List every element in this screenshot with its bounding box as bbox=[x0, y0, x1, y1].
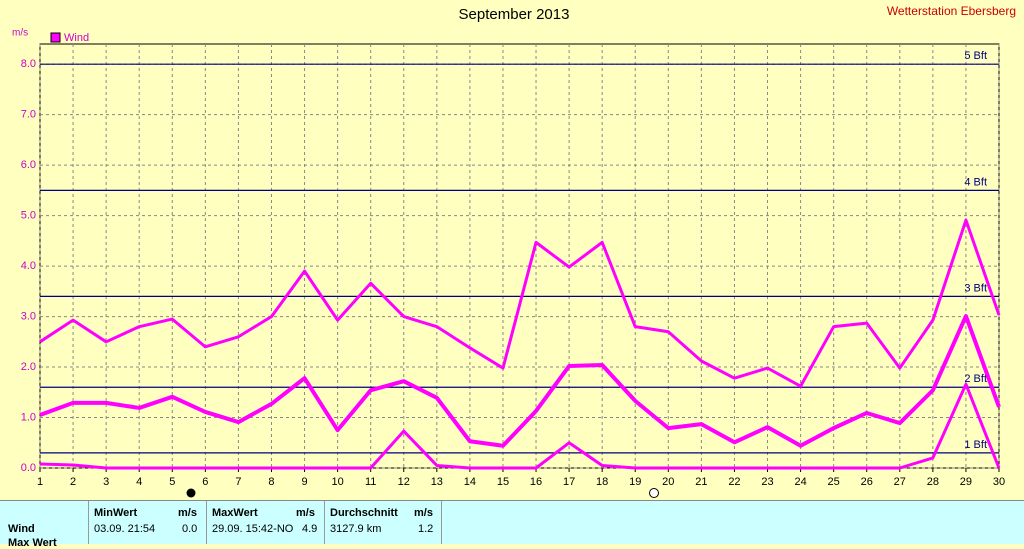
reference-label: 2 Bft bbox=[964, 373, 987, 385]
stats-panel: MinWert m/s MaxWert m/s Durchschnitt m/s… bbox=[0, 500, 1024, 549]
moon-full bbox=[649, 488, 659, 498]
x-tick-label: 15 bbox=[497, 476, 509, 488]
cell: 0.0 bbox=[182, 523, 198, 535]
header: MaxWert bbox=[212, 507, 258, 519]
x-tick-label: 16 bbox=[530, 476, 542, 488]
wind-line bbox=[39, 218, 1001, 388]
x-tick-label: 19 bbox=[629, 476, 641, 488]
chart-title: September 2013 bbox=[459, 6, 570, 23]
reference-label: 3 Bft bbox=[964, 282, 987, 294]
separator bbox=[206, 501, 207, 544]
x-tick-label: 1 bbox=[37, 476, 43, 488]
chart: September 2013 Wetterstation Ebersberg m… bbox=[12, 4, 1016, 498]
header: Durchschnitt bbox=[330, 507, 398, 519]
separator bbox=[88, 501, 89, 544]
x-tick-label: 23 bbox=[761, 476, 773, 488]
header: m/s bbox=[178, 507, 197, 519]
header: m/s bbox=[296, 507, 315, 519]
legend-swatch bbox=[50, 32, 61, 43]
header: MinWert bbox=[94, 507, 138, 519]
x-tick-label: 28 bbox=[927, 476, 939, 488]
x-tick-label: 8 bbox=[268, 476, 274, 488]
y-tick-label: 1.0 bbox=[21, 411, 36, 423]
y-tick-label: 7.0 bbox=[21, 109, 36, 121]
x-tick-label: 5 bbox=[169, 476, 175, 488]
plot-frame bbox=[39, 43, 1000, 469]
y-axis-label: m/s bbox=[12, 28, 28, 39]
x-tick-label: 21 bbox=[695, 476, 707, 488]
separator bbox=[324, 501, 325, 544]
reference-label: 1 Bft bbox=[964, 439, 987, 451]
reference-label: 5 Bft bbox=[964, 50, 987, 62]
row-label: Wind bbox=[8, 523, 35, 535]
separator bbox=[441, 501, 442, 544]
x-tick-label: 20 bbox=[662, 476, 674, 488]
y-tick-label: 4.0 bbox=[21, 260, 36, 272]
x-tick-label: 12 bbox=[398, 476, 410, 488]
x-tick-label: 10 bbox=[331, 476, 343, 488]
x-tick-label: 3 bbox=[103, 476, 109, 488]
x-tick-label: 2 bbox=[70, 476, 76, 488]
cell: 1.2 bbox=[418, 523, 434, 535]
y-tick-label: 6.0 bbox=[21, 159, 36, 171]
y-tick-label: 0.0 bbox=[21, 462, 36, 474]
x-tick-label: 14 bbox=[464, 476, 476, 488]
x-tick-label: 6 bbox=[202, 476, 208, 488]
x-tick-label: 26 bbox=[861, 476, 873, 488]
x-tick-label: 30 bbox=[993, 476, 1005, 488]
x-tick-label: 29 bbox=[960, 476, 972, 488]
y-tick-label: 3.0 bbox=[21, 310, 36, 322]
reference-label: 4 Bft bbox=[964, 176, 987, 188]
y-tick-label: 2.0 bbox=[21, 361, 36, 373]
moon-new bbox=[186, 488, 196, 498]
row-label: Max Wert bbox=[8, 537, 57, 549]
y-tick-label: 8.0 bbox=[21, 58, 36, 70]
cell: 3127.9 km bbox=[330, 523, 382, 535]
wind-line bbox=[39, 382, 1001, 470]
x-tick-label: 18 bbox=[596, 476, 608, 488]
x-tick-label: 22 bbox=[728, 476, 740, 488]
station-name: Wetterstation Ebersberg bbox=[887, 4, 1016, 18]
cell: 4.9 bbox=[302, 523, 318, 535]
wind-line bbox=[39, 314, 1001, 448]
x-tick-label: 24 bbox=[794, 476, 806, 488]
y-tick-label: 5.0 bbox=[21, 210, 36, 222]
x-tick-label: 7 bbox=[235, 476, 241, 488]
x-tick-label: 17 bbox=[563, 476, 575, 488]
cell: 03.09. 21:54 bbox=[94, 523, 156, 535]
x-tick-label: 11 bbox=[365, 476, 376, 488]
x-tick-label: 25 bbox=[828, 476, 840, 488]
x-tick-label: 27 bbox=[894, 476, 906, 488]
x-tick-label: 13 bbox=[431, 476, 443, 488]
header: m/s bbox=[414, 507, 433, 519]
x-tick-label: 9 bbox=[301, 476, 307, 488]
x-tick-label: 4 bbox=[136, 476, 142, 488]
legend-label: Wind bbox=[64, 32, 89, 44]
cell: 29.09. 15:42-NO bbox=[212, 523, 294, 535]
